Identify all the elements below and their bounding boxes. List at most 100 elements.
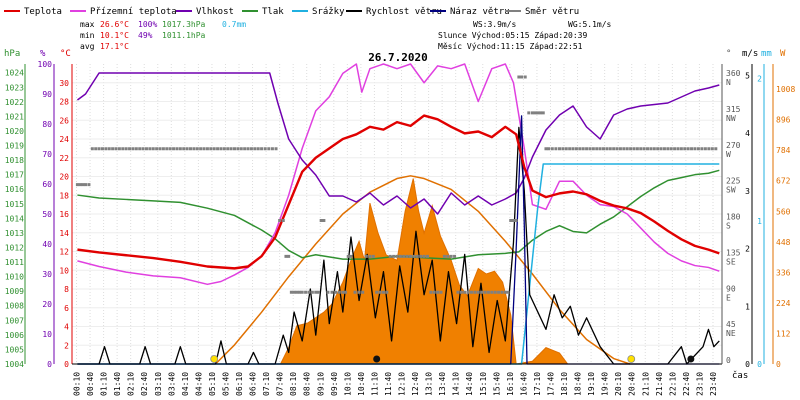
wind-dir-dot (415, 254, 419, 258)
hpa-tick-label: 1005 (5, 345, 24, 354)
x-tick-label: 09:40 (330, 372, 339, 396)
wind-dir-dot (683, 147, 687, 151)
temp-tick-label: 30 (59, 79, 69, 88)
wind-dir-dot (304, 290, 308, 294)
w-tick-label: 448 (776, 238, 791, 247)
wind-dir-dot (453, 254, 457, 258)
w-tick-label: 1008 (776, 85, 795, 94)
wind-dir-dot (236, 147, 240, 151)
dir-tick-label: 45 (726, 320, 736, 329)
wind-dir-dot (212, 147, 216, 151)
dir-tick-label: 0 (726, 356, 731, 365)
w-tick-label: 0 (776, 360, 781, 369)
stat-moon: Měsíc Východ:11:15 Západ:22:51 (438, 42, 583, 51)
wind-dir-dot (344, 290, 348, 294)
wind-dir-dot (243, 147, 247, 151)
wind-dir-dot (141, 147, 145, 151)
dir-tick-name: N (726, 78, 731, 87)
w-tick-label: 784 (776, 146, 791, 155)
wind-dir-dot (222, 147, 226, 151)
wind-dir-dot (536, 111, 540, 115)
wind-dir-dot (493, 290, 497, 294)
wind-dir-dot (134, 147, 138, 151)
wind-dir-dot (700, 147, 704, 151)
x-tick-label: 02:10 (127, 372, 136, 396)
dir-tick-label: 225 (726, 177, 741, 186)
x-tick-label: 15:40 (492, 372, 501, 396)
wind-dir-dot (155, 147, 159, 151)
legend-label-naraz-vetru: Náraz větru (450, 7, 510, 17)
wind-dir-dot (405, 254, 409, 258)
wind-dir-dot (226, 147, 230, 151)
x-tick-label: 04:10 (181, 372, 190, 396)
wind-dir-dot (581, 147, 585, 151)
dir-tick-name: SW (726, 186, 736, 195)
stat-sun: Slunce Východ:05:15 Západ:20:39 (438, 31, 587, 40)
x-tick-label: 16:40 (519, 372, 528, 396)
legend-item-prizemni-teplota: Přízemní teplota (70, 7, 177, 17)
wind-dir-dot (278, 219, 282, 222)
wind-dir-dot (371, 254, 375, 258)
wind-dir-dot (615, 147, 619, 151)
dir-tick-label: 360 (726, 69, 741, 78)
wind-dir-dot (602, 147, 606, 151)
wind-dir-dot (263, 147, 267, 151)
x-tick-label: 13:40 (438, 372, 447, 396)
wind-dir-dot (608, 147, 612, 151)
wind-dir-dot (219, 147, 223, 151)
x-tick-label: 03:10 (154, 372, 163, 396)
wind-dir-dot (202, 147, 206, 151)
wind-dir-dot (341, 290, 345, 294)
hpa-tick-label: 1007 (5, 316, 24, 325)
wind-dir-dot (307, 290, 311, 294)
wind-dir-dot (104, 147, 108, 151)
wind-dir-dot (480, 290, 484, 294)
x-tick-label: 15:10 (479, 372, 488, 396)
wind-dir-dot (253, 147, 257, 151)
w-tick-label: 224 (776, 299, 791, 308)
wind-dir-dot (509, 219, 513, 222)
legend-label-teplota: Teplota (24, 7, 62, 17)
temp-tick-label: 0 (64, 360, 69, 369)
wind-dir-dot (659, 147, 663, 151)
series-p-zemn-teplota (77, 63, 720, 286)
pct-tick-label: 30 (42, 270, 52, 279)
wind-dir-dot (686, 147, 690, 151)
x-tick-label: 12:10 (398, 372, 407, 396)
dir-tick-name: SE (726, 257, 736, 266)
wind-dir-dot (128, 147, 132, 151)
temp-tick-label: 2 (64, 341, 69, 350)
wind-dir-dot (97, 147, 101, 151)
stat-wg: WG:5.1m/s (568, 20, 612, 29)
legend-item-srazky: Srážky (292, 7, 345, 17)
dir-tick-name: NW (726, 114, 736, 123)
w-tick-label: 672 (776, 177, 791, 186)
x-tick-label: 14:10 (452, 372, 461, 396)
wind-dir-dot (422, 254, 426, 258)
wind-dir-dot (260, 147, 264, 151)
wind-dir-dot (514, 219, 518, 222)
wind-dir-dot (642, 147, 646, 151)
x-tick-label: 20:40 (628, 372, 637, 396)
wind-dir-dot (117, 147, 121, 151)
wind-dir-dot (81, 183, 85, 187)
hpa-tick-label: 1024 (5, 69, 24, 78)
wind-dir-dot (676, 147, 680, 151)
wind-dir-dot (319, 219, 323, 222)
x-tick-label: 16:10 (506, 372, 515, 396)
wind-dir-dot (267, 147, 271, 151)
legend-item-rychlost-vetru: Rychlost větru (346, 7, 442, 17)
wind-dir-dot (714, 147, 718, 151)
wind-dir-dot (209, 147, 213, 151)
legend-item-vlhkost: Vlhkost (176, 7, 234, 17)
wind-dir-dot (158, 147, 162, 151)
wind-dir-dot (300, 290, 304, 294)
wind-dir-dot (144, 147, 148, 151)
wind-dir-dot (274, 147, 278, 151)
wind-dir-dot (334, 290, 338, 294)
series-sr-ky (77, 163, 720, 365)
wind-dir-dot (558, 147, 561, 151)
hpa-tick-label: 1019 (5, 142, 24, 151)
stat-avg-label: avg (80, 42, 95, 51)
wind-dir-dot (483, 290, 487, 294)
